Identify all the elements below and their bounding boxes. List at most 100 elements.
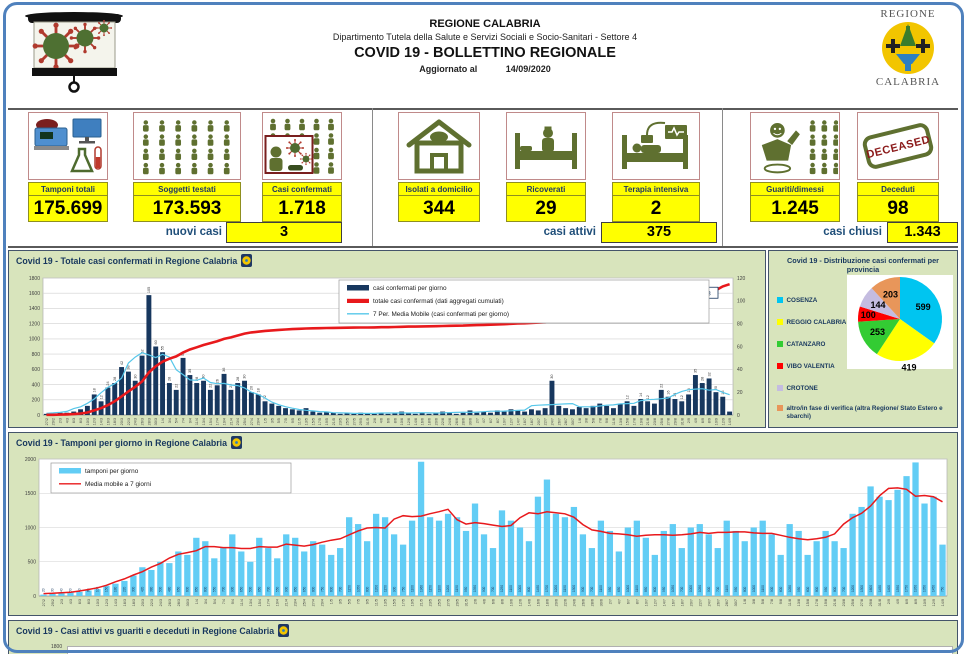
- svg-text:20: 20: [42, 588, 46, 592]
- svg-text:23/4: 23/4: [236, 418, 240, 425]
- svg-text:900: 900: [770, 586, 774, 592]
- svg-text:1100: 1100: [509, 585, 513, 592]
- svg-text:750: 750: [320, 586, 324, 592]
- svg-text:8/6: 8/6: [500, 599, 504, 604]
- svg-text:1400: 1400: [887, 585, 891, 592]
- svg-text:900: 900: [482, 586, 486, 592]
- virus-icon: [95, 19, 113, 37]
- legend-swatch: [777, 297, 783, 303]
- svg-text:0: 0: [737, 413, 740, 419]
- svg-text:14: 14: [673, 393, 677, 397]
- svg-text:16/6: 16/6: [536, 599, 540, 606]
- casi-chiusi-value: 1.343: [887, 222, 958, 243]
- svg-text:40: 40: [60, 588, 64, 592]
- svg-text:30: 30: [243, 375, 247, 379]
- svg-text:5/4: 5/4: [175, 418, 179, 423]
- svg-text:60: 60: [154, 340, 158, 344]
- svg-text:3/8: 3/8: [752, 599, 756, 604]
- svg-text:650: 650: [617, 586, 621, 592]
- svg-text:419: 419: [902, 362, 917, 372]
- svg-text:1450: 1450: [536, 585, 540, 592]
- moving-average-line: [43, 487, 943, 595]
- svg-text:21/4: 21/4: [229, 418, 233, 425]
- svg-text:203: 203: [883, 290, 898, 300]
- svg-text:24: 24: [106, 381, 110, 385]
- svg-text:28/6: 28/6: [590, 599, 594, 606]
- svg-text:700: 700: [842, 586, 846, 592]
- svg-text:4/3: 4/3: [69, 599, 73, 604]
- svg-text:1000: 1000: [29, 337, 40, 343]
- svg-text:1/4: 1/4: [161, 418, 165, 423]
- svg-text:1/5: 1/5: [264, 418, 268, 423]
- svg-text:23/8: 23/8: [653, 418, 657, 425]
- svg-text:2/7: 2/7: [608, 599, 612, 604]
- pie-legend-item: REGGIO CALABRIA: [777, 319, 952, 327]
- svg-text:35: 35: [694, 369, 698, 373]
- casi-attivi-value: 375: [601, 222, 717, 243]
- svg-text:28/6: 28/6: [462, 418, 466, 425]
- svg-text:11/4: 11/4: [240, 599, 244, 606]
- svg-text:900: 900: [581, 586, 585, 592]
- stat-value: 2: [612, 196, 700, 222]
- svg-text:1150: 1150: [455, 585, 459, 592]
- svg-text:50: 50: [69, 588, 73, 592]
- svg-text:2/9: 2/9: [687, 418, 691, 423]
- svg-text:180: 180: [114, 586, 118, 592]
- crowd-figures: [142, 120, 230, 175]
- svg-text:14: 14: [639, 393, 643, 397]
- crowd-icon: [133, 112, 241, 180]
- svg-text:26/3: 26/3: [141, 418, 145, 425]
- svg-text:1200: 1200: [29, 321, 40, 327]
- divider-line: [8, 246, 958, 248]
- svg-text:17/5: 17/5: [318, 418, 322, 425]
- mini-calabria-logo-icon: [231, 436, 242, 449]
- stat-ricoverati: Ricoverati 29: [506, 112, 586, 222]
- svg-text:500: 500: [28, 560, 37, 566]
- svg-text:1050: 1050: [698, 585, 702, 592]
- svg-text:18/7: 18/7: [680, 599, 684, 606]
- recovered-person-icon: [750, 112, 840, 180]
- svg-text:30/7: 30/7: [734, 599, 738, 606]
- svg-text:26/6: 26/6: [581, 599, 585, 606]
- pie-legend-item: altro/in fase di verifica (altra Regione…: [777, 405, 952, 420]
- svg-text:12: 12: [99, 395, 103, 399]
- svg-text:1450: 1450: [878, 585, 882, 592]
- svg-text:22/7: 22/7: [544, 418, 548, 425]
- svg-text:24/6: 24/6: [572, 599, 576, 606]
- svg-text:7/4: 7/4: [222, 599, 226, 604]
- svg-text:27/4: 27/4: [250, 418, 254, 425]
- svg-text:12/3: 12/3: [93, 418, 97, 425]
- svg-text:750: 750: [941, 586, 945, 592]
- svg-text:220: 220: [123, 586, 127, 592]
- svg-text:1100: 1100: [635, 585, 639, 592]
- stat-label: Deceduti: [857, 182, 939, 196]
- updated-date: 14/09/2020: [505, 64, 551, 74]
- svg-text:3/8: 3/8: [585, 418, 589, 423]
- svg-text:19/8: 19/8: [639, 418, 643, 425]
- chart-panel-tamponi: Covid 19 - Tamponi per giorno in Regione…: [8, 432, 958, 616]
- svg-text:700: 700: [221, 586, 225, 592]
- svg-text:3/4: 3/4: [168, 418, 172, 423]
- svg-text:11/4: 11/4: [195, 418, 199, 425]
- svg-text:1800: 1800: [29, 276, 40, 282]
- stat-label: Ricoverati: [506, 182, 586, 196]
- svg-text:21/4: 21/4: [285, 599, 289, 606]
- virus-icon: [286, 139, 304, 157]
- svg-text:8/7: 8/7: [635, 599, 639, 604]
- svg-text:21/5: 21/5: [332, 418, 336, 425]
- stat-label: Guariti/dimessi: [750, 182, 840, 196]
- svg-text:600: 600: [806, 586, 810, 592]
- svg-text:16/3: 16/3: [106, 418, 110, 425]
- svg-text:900: 900: [230, 586, 234, 592]
- svg-text:420: 420: [141, 586, 145, 592]
- svg-text:9/4: 9/4: [188, 418, 192, 423]
- svg-text:1300: 1300: [572, 585, 576, 592]
- svg-text:26/7: 26/7: [557, 418, 561, 425]
- svg-text:9/4: 9/4: [231, 599, 235, 604]
- svg-text:950: 950: [464, 586, 468, 592]
- chart-legend: casi confermati per giorno totale casi co…: [338, 279, 710, 324]
- svg-text:950: 950: [797, 586, 801, 592]
- svg-text:42: 42: [120, 361, 124, 365]
- svg-text:10/3: 10/3: [86, 418, 90, 425]
